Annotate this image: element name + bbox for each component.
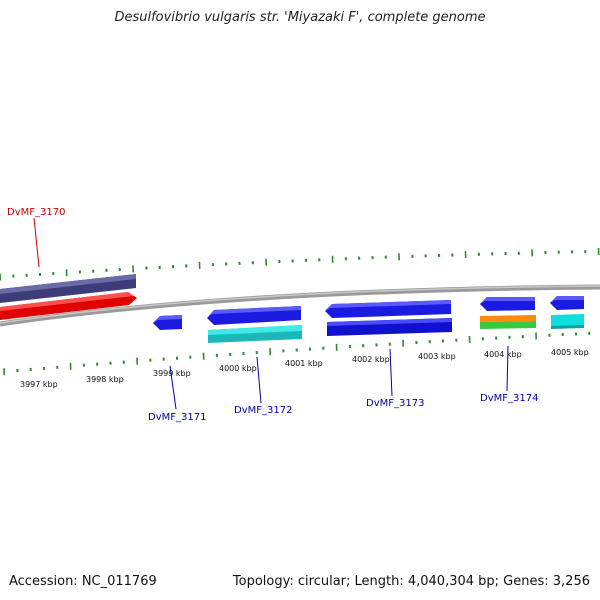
gene-dvmf-3174-feature[interactable]	[480, 297, 535, 311]
scale-label-4005: 4005 kbp	[551, 348, 589, 357]
leader-dvmf-3171	[169, 365, 177, 410]
gene-forward-red-feature[interactable]	[0, 292, 137, 320]
feature-orange-3174[interactable]	[480, 315, 536, 322]
accession-text: Accession: NC_011769	[9, 574, 157, 589]
scale-label-4002: 4002 kbp	[352, 355, 390, 364]
scale-label-3999: 3999 kbp	[153, 369, 191, 378]
gene-dvmf-3172-feature[interactable]	[207, 306, 301, 325]
scale-label-4003: 4003 kbp	[418, 352, 456, 361]
scale-label-4001: 4001 kbp	[285, 359, 323, 368]
genome-backbone	[0, 284, 600, 327]
gene-dvmf-3173-feature[interactable]	[325, 300, 451, 318]
feature-blue-3173[interactable]	[327, 318, 452, 336]
gene-label-dvmf-3172[interactable]: DvMF_3172	[234, 405, 292, 416]
outer-tick-ring	[0, 247, 600, 281]
scale-label-4000: 4000 kbp	[219, 364, 257, 373]
leader-dvmf-3173	[389, 348, 393, 397]
scale-label-4004: 4004 kbp	[484, 350, 522, 359]
gene-label-dvmf-3171[interactable]: DvMF_3171	[148, 412, 206, 423]
feature-cyan-3172[interactable]	[208, 325, 302, 343]
scale-label-3998: 3998 kbp	[86, 375, 124, 384]
gene-label-dvmf-3173[interactable]: DvMF_3173	[366, 398, 424, 409]
feature-green-3174[interactable]	[480, 321, 536, 329]
scale-label-3997: 3997 kbp	[20, 380, 58, 389]
leader-dvmf-3170	[33, 217, 40, 268]
leader-dvmf-3172	[256, 356, 262, 404]
inner-tick-ring	[3, 331, 591, 376]
gene-dvmf-3175-feature[interactable]	[550, 296, 584, 310]
gene-label-dvmf-3170[interactable]: DvMF_3170	[7, 207, 65, 218]
leader-dvmf-3174	[506, 345, 509, 392]
gene-label-dvmf-3174[interactable]: DvMF_3174	[480, 393, 538, 404]
gene-dvmf-3170-feature[interactable]	[0, 274, 136, 303]
gene-dvmf-3171-feature[interactable]	[153, 315, 182, 330]
genome-summary-text: Topology: circular; Length: 4,040,304 bp…	[232, 574, 590, 589]
feature-cyan-3175[interactable]	[551, 314, 584, 329]
map-title: Desulfovibrio vulgaris str. 'Miyazaki F'…	[114, 10, 486, 25]
